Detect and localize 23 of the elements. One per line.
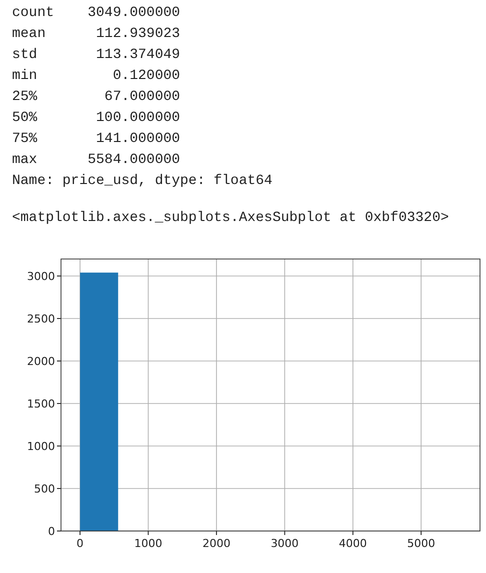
text: min 0.120000 bbox=[12, 68, 180, 84]
x-tick-label: 2000 bbox=[202, 537, 230, 550]
y-tick-label: 1500 bbox=[27, 398, 55, 410]
x-tick-label: 3000 bbox=[270, 537, 299, 550]
text: max 5584.000000 bbox=[12, 152, 180, 168]
x-tick-label: 5000 bbox=[407, 537, 436, 550]
y-tick-label: 1000 bbox=[27, 440, 55, 453]
x-tick-label: 1000 bbox=[134, 537, 162, 550]
x-tick-label: 4000 bbox=[338, 537, 367, 550]
text: mean 112.939023 bbox=[12, 26, 180, 42]
y-tick-label: 0 bbox=[48, 525, 55, 538]
text: <matplotlib.axes._subplots.AxesSubplot at 0xbf03320> bbox=[12, 210, 449, 226]
text: 25% 67.000000 bbox=[12, 89, 180, 105]
text: 75% 141.000000 bbox=[12, 131, 180, 147]
y-tick-label: 2500 bbox=[27, 312, 55, 326]
text: 50% 100.000000 bbox=[12, 110, 180, 126]
y-tick-label: 3000 bbox=[27, 270, 55, 283]
x-tick-label: 0 bbox=[76, 537, 84, 550]
text: std 113.374049 bbox=[12, 47, 180, 63]
text: Name: price_usd, dtype: float64 bbox=[12, 173, 272, 189]
text: count 3049.000000 bbox=[12, 5, 180, 21]
y-tick-label: 2000 bbox=[27, 355, 55, 368]
y-tick-label: 500 bbox=[34, 482, 55, 496]
